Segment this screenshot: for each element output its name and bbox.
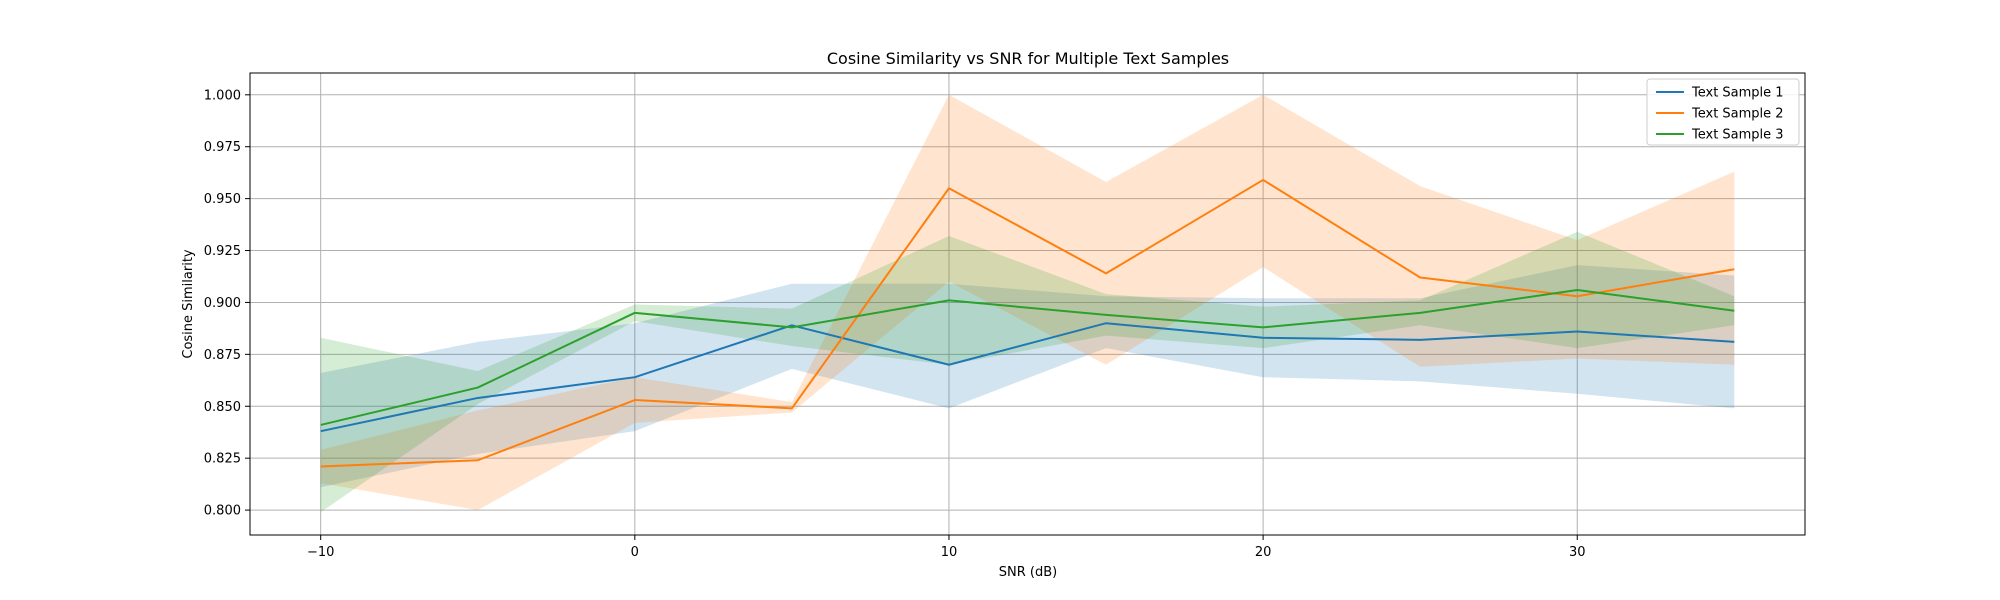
- point-series-2: [319, 464, 323, 468]
- y-axis-label: Cosine Similarity: [181, 249, 196, 359]
- band-series-3: [320, 231, 1735, 513]
- point-series-3: [947, 298, 951, 302]
- x-tick-label: 30: [1569, 545, 1586, 560]
- point-series-1: [1104, 321, 1108, 325]
- point-series-2: [1104, 271, 1108, 275]
- point-series-1: [1261, 336, 1265, 340]
- point-series-3: [1104, 313, 1108, 317]
- y-tick-label: 0.950: [204, 192, 241, 207]
- y-tick-label: 0.900: [204, 296, 241, 311]
- point-series-2: [633, 398, 637, 402]
- y-tick-label: 0.850: [204, 400, 241, 415]
- series-lines: [319, 178, 1736, 468]
- band-series-1: [320, 265, 1735, 488]
- x-tick-label: 20: [1255, 545, 1272, 560]
- point-series-1: [319, 429, 323, 433]
- plot-frame: [249, 72, 1806, 536]
- point-series-1: [1575, 330, 1579, 334]
- x-tick-label: −10: [307, 545, 334, 560]
- point-series-1: [1732, 340, 1736, 344]
- point-series-2: [1575, 294, 1579, 298]
- y-tick-label: 1.000: [204, 88, 241, 103]
- band-series-2: [320, 94, 1735, 511]
- x-axis: −10 0 10 20 30: [307, 535, 1586, 560]
- point-series-1: [947, 363, 951, 367]
- line-series-1: [320, 322, 1735, 433]
- point-series-3: [319, 423, 323, 427]
- point-series-2: [1732, 267, 1736, 271]
- y-tick-label: 0.925: [204, 244, 241, 259]
- legend-label: Text Sample 1: [1691, 86, 1784, 101]
- point-series-1: [476, 396, 480, 400]
- x-axis-label: SNR (dB): [999, 565, 1057, 580]
- y-tick-label: 0.875: [204, 348, 241, 363]
- y-tick-label: 0.800: [204, 504, 241, 519]
- point-series-2: [1418, 276, 1422, 280]
- legend: Text Sample 1 Text Sample 2 Text Sample 3: [1646, 78, 1800, 146]
- legend-box: [1646, 78, 1800, 146]
- point-series-3: [790, 325, 794, 329]
- legend-label: Text Sample 3: [1691, 128, 1784, 143]
- point-series-1: [1418, 338, 1422, 342]
- point-series-3: [1575, 288, 1579, 292]
- chart-title: Cosine Similarity vs SNR for Multiple Te…: [827, 49, 1229, 68]
- point-series-2: [1261, 178, 1265, 182]
- confidence-bands: [320, 94, 1735, 513]
- line-series-2: [320, 178, 1735, 468]
- y-tick-label: 0.975: [204, 140, 241, 155]
- point-series-2: [476, 458, 480, 462]
- point-series-2: [947, 186, 951, 190]
- point-series-3: [1732, 309, 1736, 313]
- y-tick-label: 0.825: [204, 452, 241, 467]
- point-series-3: [1261, 325, 1265, 329]
- point-series-2: [790, 406, 794, 410]
- x-tick-label: 10: [941, 545, 958, 560]
- point-series-1: [633, 375, 637, 379]
- legend-label: Text Sample 2: [1691, 107, 1784, 122]
- line-series-3: [320, 288, 1735, 426]
- point-series-3: [1418, 311, 1422, 315]
- point-series-3: [633, 311, 637, 315]
- grid: [250, 73, 1805, 535]
- y-axis: 0.800 0.825 0.850 0.875 0.900 0.925 0.950 0.975…: [204, 88, 250, 519]
- x-tick-label: 0: [631, 545, 639, 560]
- point-series-3: [476, 386, 480, 390]
